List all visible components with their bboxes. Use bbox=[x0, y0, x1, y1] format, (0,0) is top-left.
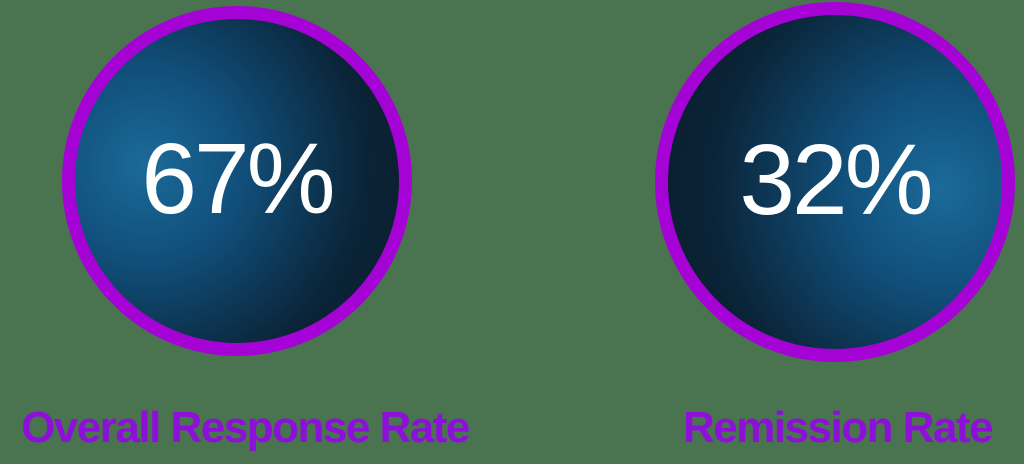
stat-value-remission: 32% bbox=[739, 124, 933, 236]
stat-label-remission: Remission Rate bbox=[682, 403, 994, 452]
stat-label-overall-response: Overall Response Rate bbox=[21, 403, 470, 452]
stat-value-overall-response: 67% bbox=[141, 123, 335, 235]
stat-circle-remission: 32% bbox=[655, 2, 1015, 362]
stat-circle-overall-response: 67% bbox=[62, 6, 412, 356]
